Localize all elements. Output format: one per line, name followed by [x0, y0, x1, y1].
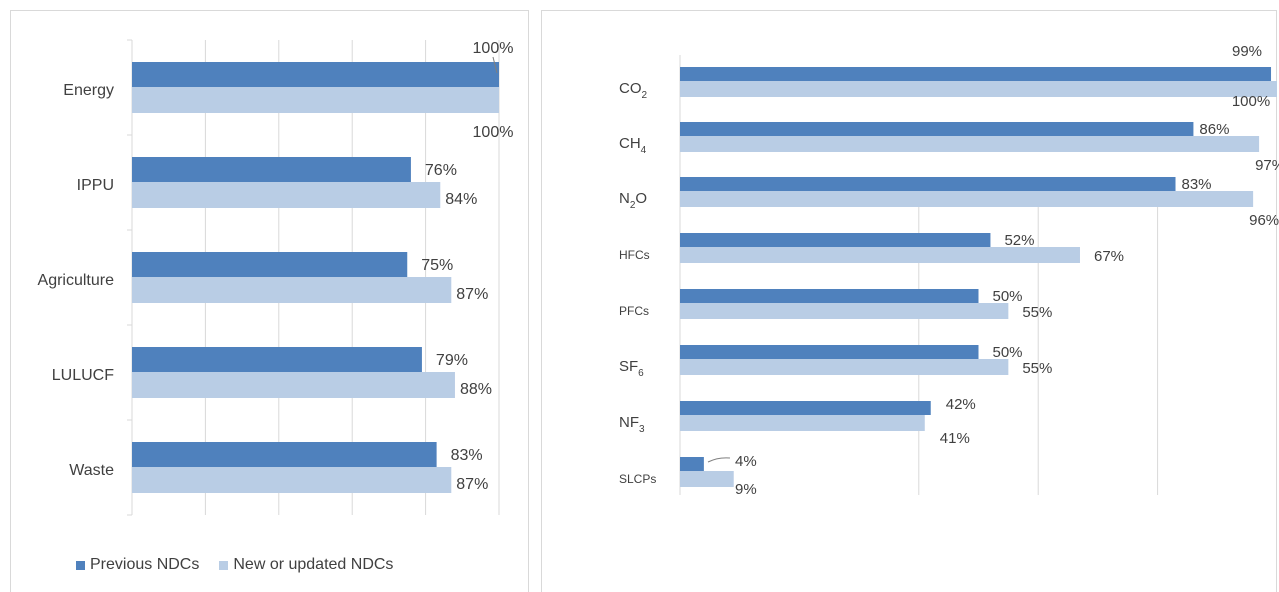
data-label-previous: 4%	[735, 453, 757, 470]
category-label: HFCs	[619, 248, 650, 262]
data-label-previous: 100%	[473, 40, 514, 57]
data-label-updated: 100%	[473, 124, 514, 141]
data-label-updated: 41%	[940, 430, 970, 447]
category-label: NF3	[619, 414, 645, 435]
data-label-updated: 88%	[460, 381, 492, 398]
bar-updated	[132, 277, 452, 303]
bar-updated	[680, 136, 1260, 152]
legend-item-updated: New or updated NDCs	[219, 556, 393, 574]
legend-swatch-previous	[76, 560, 85, 570]
legend-item-previous: Previous NDCs	[76, 556, 199, 574]
legend-label-updated: New or updated NDCs	[233, 556, 394, 573]
bar-previous	[680, 177, 1176, 191]
bar-previous	[680, 345, 979, 359]
bar-updated	[680, 247, 1080, 263]
category-label: Waste	[69, 462, 114, 479]
data-label-previous: 50%	[993, 288, 1023, 305]
leader-line	[492, 56, 498, 74]
category-label: LULUCF	[52, 367, 114, 384]
bar-updated	[132, 372, 455, 398]
bar-previous	[680, 401, 931, 415]
bar-updated	[132, 182, 441, 208]
bar-previous	[132, 157, 411, 182]
data-label-previous: 79%	[436, 352, 468, 369]
category-label: Agriculture	[38, 272, 115, 289]
bar-updated	[680, 81, 1277, 97]
data-label-previous: 52%	[1004, 232, 1034, 249]
legend-swatch-updated	[219, 560, 229, 570]
data-label-updated: 55%	[1022, 304, 1052, 321]
bar-previous	[132, 62, 499, 87]
chart-legend: Previous NDCs New or updated NDCs	[76, 556, 413, 574]
category-label: PFCs	[619, 304, 649, 318]
bar-previous	[680, 122, 1194, 136]
data-label-updated: 55%	[1022, 360, 1052, 377]
data-label-previous: 76%	[425, 162, 457, 179]
category-label: CH4	[619, 135, 647, 156]
category-label: SF6	[619, 358, 644, 379]
category-label: SLCPs	[619, 472, 656, 486]
legend-label-previous: Previous NDCs	[90, 556, 200, 573]
leader-line	[707, 457, 731, 463]
data-label-previous: 42%	[946, 396, 976, 413]
category-label: IPPU	[77, 177, 114, 194]
data-label-previous: 75%	[421, 257, 453, 274]
category-label: CO2	[619, 80, 648, 101]
category-label: Energy	[63, 82, 114, 99]
bar-previous	[680, 67, 1272, 81]
data-label-updated: 9%	[735, 481, 757, 498]
data-label-previous: 50%	[993, 344, 1023, 361]
data-label-updated: 84%	[445, 191, 477, 208]
data-label-updated: 100%	[1232, 93, 1270, 110]
data-label-updated: 87%	[456, 476, 488, 493]
bar-updated	[132, 467, 452, 493]
data-label-updated: 97%	[1255, 157, 1279, 174]
bar-previous	[680, 289, 979, 303]
data-label-previous: 83%	[451, 447, 483, 464]
data-label-updated: 96%	[1249, 212, 1279, 229]
data-label-previous: 99%	[1232, 43, 1262, 60]
data-label-updated: 67%	[1094, 248, 1124, 265]
data-label-previous: 86%	[1199, 121, 1229, 138]
bar-previous	[132, 347, 422, 372]
bar-updated	[132, 87, 499, 113]
bar-updated	[680, 191, 1254, 207]
bar-previous	[132, 442, 437, 467]
bar-updated	[680, 471, 734, 487]
bar-updated	[680, 303, 1009, 319]
bar-previous	[680, 457, 704, 471]
data-label-previous: 83%	[1182, 176, 1212, 193]
bar-previous	[680, 233, 991, 247]
bar-updated	[680, 415, 925, 431]
bar-updated	[680, 359, 1009, 375]
data-label-updated: 87%	[456, 286, 488, 303]
category-label: N2O	[619, 190, 647, 211]
bar-previous	[132, 252, 408, 277]
